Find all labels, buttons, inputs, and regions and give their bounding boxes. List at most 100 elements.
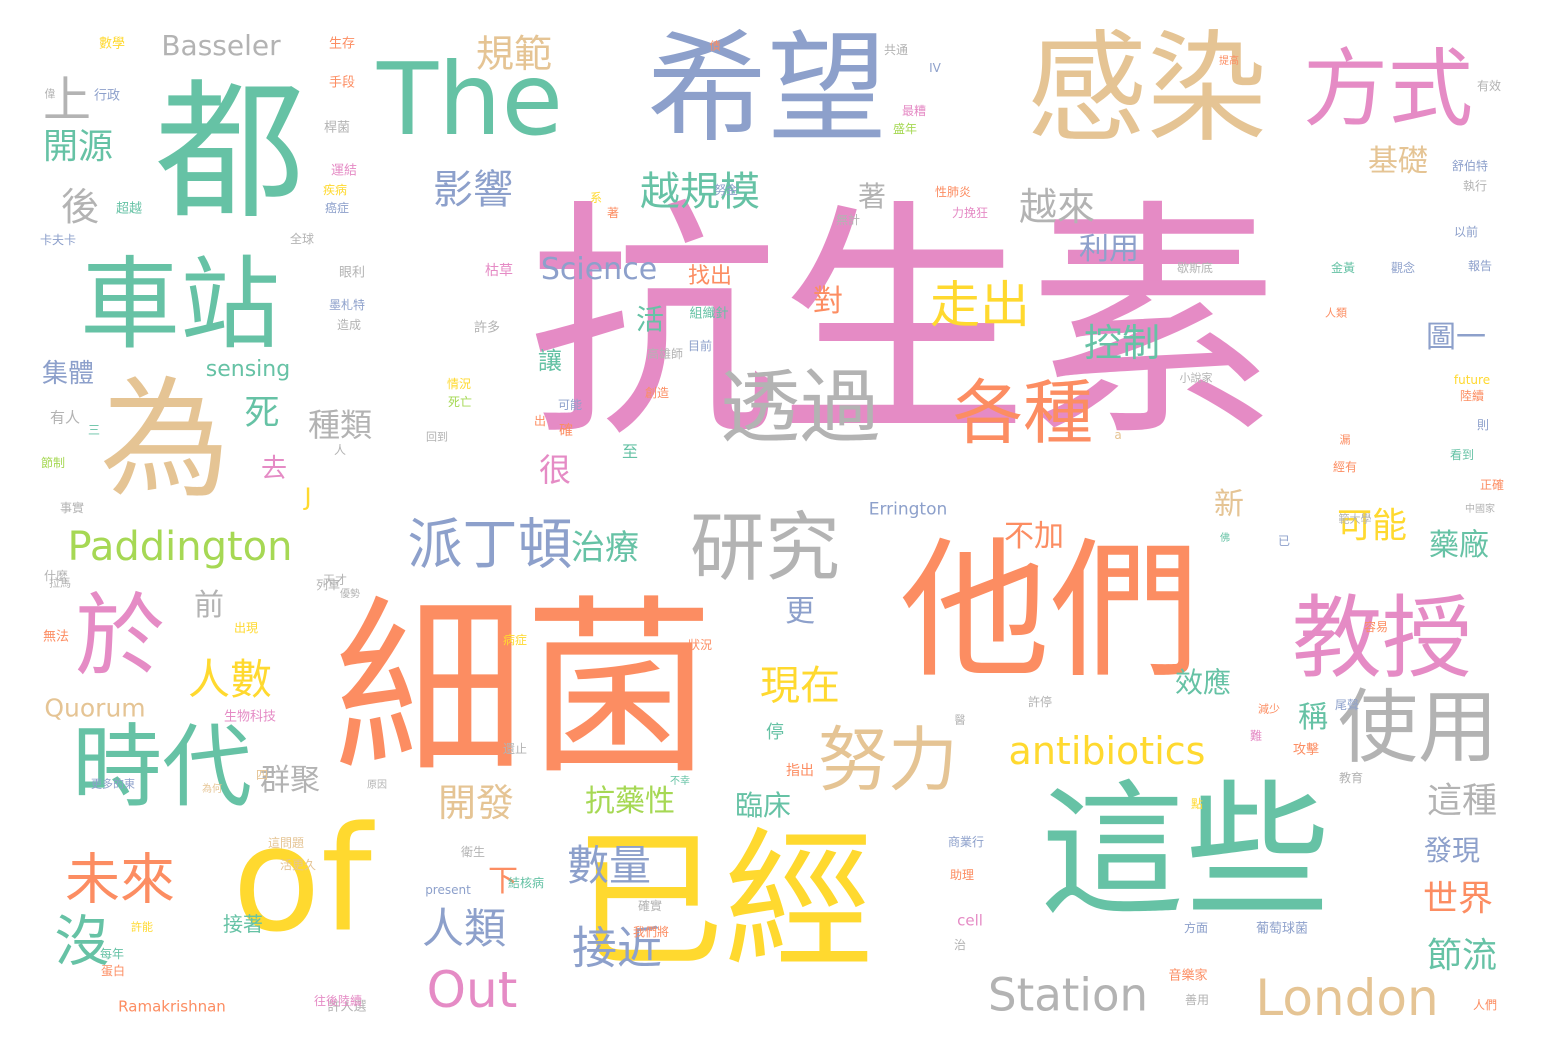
- word-19: 使用: [1338, 681, 1498, 774]
- word-168: 我們將: [632, 925, 670, 939]
- word-117: 高雄師: [646, 347, 684, 361]
- word-35: 人數: [187, 655, 273, 704]
- word-150: 中國家: [1465, 504, 1495, 515]
- word-97: 卡夫卡: [39, 233, 77, 247]
- word-29: 上: [42, 72, 92, 128]
- word-4: 已經: [573, 815, 875, 989]
- word-195: 醫: [954, 713, 966, 727]
- word-92: 桿菌: [323, 120, 351, 136]
- word-43: 開源: [42, 127, 114, 168]
- word-96: 超越: [115, 201, 143, 217]
- word-9-the: The: [377, 41, 563, 158]
- word-10: 為: [99, 364, 231, 516]
- word-23-london: London: [1255, 969, 1439, 1027]
- word-46: 種類: [307, 406, 373, 444]
- word-164: 方面: [1183, 921, 1209, 935]
- word-81-ramakrishnan: Ramakrishnan: [118, 997, 226, 1016]
- word-193: 確實: [637, 899, 663, 913]
- word-71-quorum: Quorum: [44, 693, 146, 723]
- word-87: 生存: [328, 36, 356, 52]
- word-102: 有人: [49, 408, 81, 427]
- word-146: 看到: [1449, 448, 1475, 462]
- word-83-present: present: [425, 883, 471, 897]
- word-49: 可能: [1336, 506, 1408, 547]
- word-128: 著: [606, 206, 620, 220]
- word-155: 減少: [1258, 702, 1280, 716]
- word-157: 難: [1249, 729, 1263, 743]
- word-85-iv: IV: [929, 61, 941, 75]
- word-143: 小說家: [1179, 371, 1213, 385]
- word-34: 控制: [1083, 321, 1161, 365]
- word-113: 許多: [473, 320, 501, 336]
- word-173: 天才: [322, 573, 348, 587]
- word-38: 人類: [421, 904, 507, 953]
- word-101: 造成: [336, 318, 362, 332]
- word-126: 努金: [713, 183, 739, 197]
- word-114: 枯草: [485, 263, 513, 279]
- word-6: 都: [154, 66, 306, 240]
- word-58: 藥廠: [1429, 528, 1489, 563]
- word-18: 研究: [689, 503, 841, 592]
- word-188: 四: [255, 768, 269, 782]
- word-31: 影響: [433, 167, 513, 213]
- word-2: 他們: [899, 525, 1201, 699]
- word-190: 原因: [367, 780, 387, 791]
- word-152: 已: [1277, 534, 1291, 548]
- word-69: 集體: [41, 359, 95, 389]
- word-179: 指出: [786, 763, 814, 779]
- word-66: 新: [1214, 487, 1244, 522]
- word-26-antibiotics: antibiotics: [1008, 729, 1206, 773]
- word-21: 派丁頓: [407, 512, 573, 577]
- word-90: 偉: [44, 87, 56, 101]
- word-148: 經有: [1332, 460, 1358, 474]
- word-132: 債: [709, 39, 721, 53]
- word-32: 越規模: [640, 169, 760, 215]
- word-86-a: a: [1114, 428, 1122, 442]
- word-189: 為何: [202, 784, 222, 795]
- word-137: 以前: [1453, 225, 1479, 239]
- word-1: 細菌: [333, 579, 715, 800]
- word-61: 臨床: [734, 789, 792, 822]
- word-186: 出: [533, 414, 547, 428]
- word-39: 現在: [760, 663, 840, 709]
- word-36: 接近: [571, 921, 663, 975]
- word-77: 去: [260, 454, 288, 484]
- word-45: 死: [244, 393, 280, 434]
- word-131: 盛年: [892, 122, 918, 136]
- word-159: 教育: [1338, 771, 1364, 785]
- word-28: 未來: [64, 847, 176, 912]
- word-185: 確: [559, 423, 573, 439]
- word-37: 數量: [566, 841, 652, 890]
- word-124: 力挽狂: [951, 206, 989, 220]
- word-0: 抗生素: [528, 179, 1278, 470]
- word-163: 葡萄球菌: [1255, 921, 1309, 937]
- word-127: 系: [589, 191, 603, 205]
- word-41-science: Science: [540, 252, 658, 287]
- word-103: 三: [87, 423, 101, 437]
- word-177: 往後陸續: [313, 994, 363, 1008]
- word-147: 漏: [1339, 433, 1351, 447]
- word-99: 眼利: [338, 265, 366, 281]
- word-89: 行政: [93, 88, 121, 104]
- word-91: 手段: [328, 75, 356, 91]
- word-60: 抗藥性: [585, 784, 675, 819]
- word-72: 對: [813, 284, 843, 319]
- word-100: 墨札特: [328, 298, 366, 312]
- word-149: 正確: [1479, 478, 1505, 492]
- word-30: 走出: [930, 276, 1030, 334]
- word-158: 攻擊: [1292, 742, 1320, 758]
- word-7: 希望: [647, 20, 887, 159]
- word-194: 治: [953, 938, 967, 952]
- word-48: 治療: [571, 528, 639, 568]
- word-145: 則: [1476, 418, 1490, 432]
- word-79: 接著: [223, 912, 263, 936]
- word-40: 開發: [437, 781, 515, 825]
- word-57: 節流: [1426, 936, 1498, 977]
- word-63: 群聚: [260, 763, 320, 798]
- word-110: 許能: [131, 920, 153, 934]
- word-78-j: J: [304, 483, 312, 511]
- word-107: 無法: [42, 629, 70, 645]
- word-25-out: Out: [426, 961, 518, 1019]
- word-139: 觀念: [1390, 261, 1416, 275]
